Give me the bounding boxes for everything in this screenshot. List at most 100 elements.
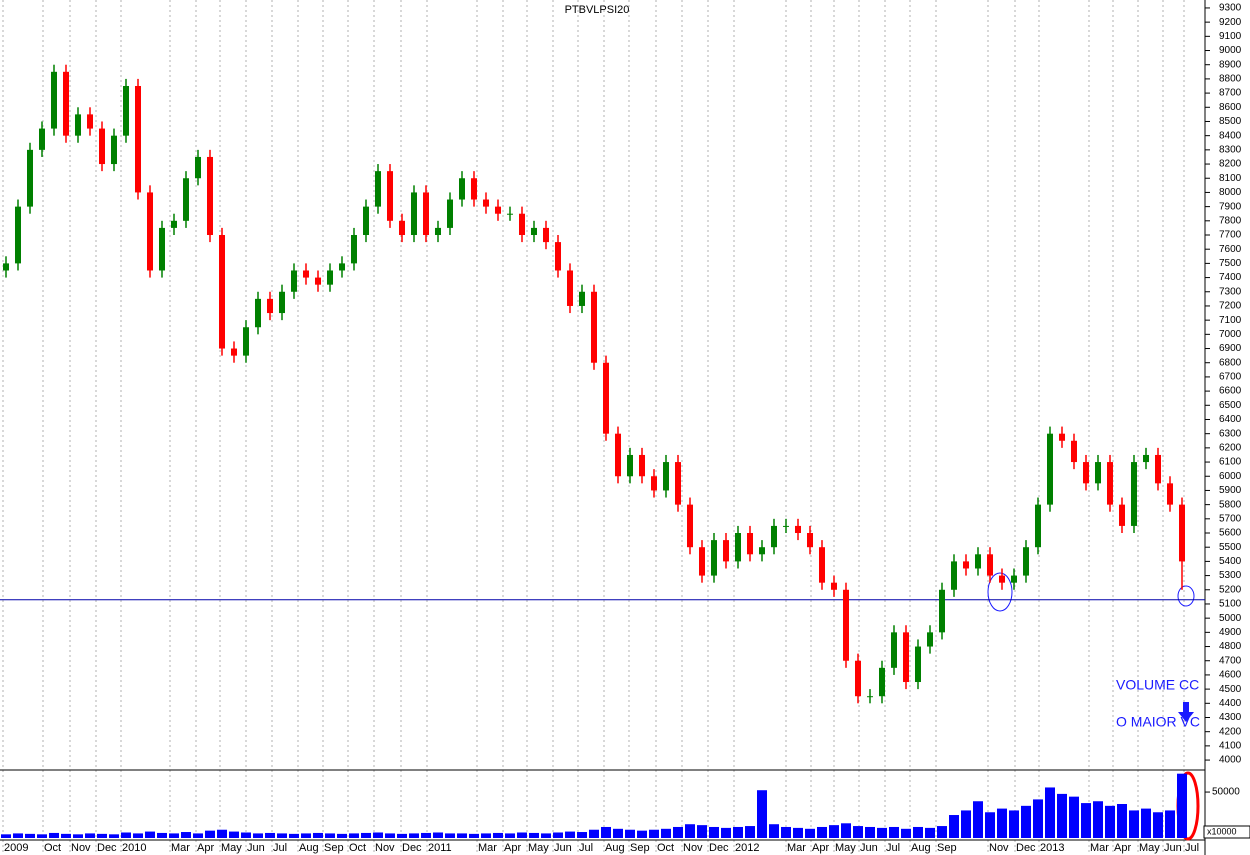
x-tick-label: Apr (504, 842, 521, 854)
volume-bar (541, 833, 551, 838)
candle-body (639, 454, 645, 477)
volume-bar (1105, 805, 1115, 838)
x-tick-label: Jun (1164, 842, 1182, 854)
candle-body (111, 135, 117, 165)
volume-bar (229, 831, 239, 838)
y-tick-label: 5900 (1219, 485, 1242, 496)
candle-body (339, 263, 345, 271)
volume-bar (781, 826, 791, 838)
x-tick-label: Mar (171, 842, 190, 854)
volume-bar (133, 833, 143, 838)
y-tick-label: 9100 (1219, 31, 1242, 42)
y-tick-label: 9300 (1219, 3, 1242, 14)
y-tick-label: 6500 (1219, 400, 1242, 411)
volume-bar (217, 829, 227, 838)
candle-body (999, 575, 1005, 583)
volume-bar (1117, 804, 1127, 838)
candle-body (147, 192, 153, 271)
candle-body (987, 554, 993, 576)
candle-body (135, 85, 141, 193)
volume-bar (373, 832, 383, 838)
x-tick-label: Dec (97, 842, 117, 854)
volume-bar (937, 826, 947, 838)
candle-body (795, 525, 801, 534)
volume-bar (61, 833, 71, 838)
y-tick-label: 5700 (1219, 513, 1242, 524)
candle-body (447, 199, 453, 228)
y-tick-label: 7000 (1219, 329, 1242, 340)
y-tick-label: 6200 (1219, 443, 1242, 454)
volume-bar (265, 832, 275, 838)
volume-bar (829, 825, 839, 838)
volume-bar (457, 833, 467, 838)
candle-body (723, 540, 729, 562)
candle-body (351, 235, 357, 264)
candle-body (423, 192, 429, 236)
volume-bar (1045, 787, 1055, 838)
volume-bar (529, 832, 539, 838)
unit-box (1203, 825, 1250, 839)
volume-bar (709, 826, 719, 838)
candle-body (783, 525, 789, 527)
y-tick-label: 9000 (1219, 45, 1242, 56)
volume-bar (13, 833, 23, 838)
candle-body (1023, 547, 1029, 576)
y-tick-label: 8400 (1219, 130, 1242, 141)
x-tick-label: May (835, 842, 856, 854)
candle-body (495, 206, 501, 214)
x-tick-label: Aug (605, 842, 625, 854)
y-tick-label: 4600 (1219, 670, 1242, 681)
y-tick-label: 9200 (1219, 17, 1242, 28)
y-tick-label: 7600 (1219, 244, 1242, 255)
x-tick-label: Apr (197, 842, 214, 854)
candle-body (207, 156, 213, 236)
volume-bar (433, 832, 443, 838)
volume-bar (841, 823, 851, 838)
x-tick-label: Jul (579, 842, 593, 854)
y-tick-label: 8300 (1219, 144, 1242, 155)
x-tick-label: Jun (554, 842, 572, 854)
candle-body (195, 156, 201, 179)
volume-bar (1009, 810, 1019, 838)
candle-body (99, 128, 105, 165)
volume-bar (901, 828, 911, 838)
volume-bar (1177, 773, 1187, 838)
candle-body (963, 561, 969, 569)
candle-body (327, 270, 333, 285)
y-tick-label: 7100 (1219, 315, 1242, 326)
candle-body (27, 149, 33, 207)
volume-bar (577, 832, 587, 838)
candle-body (399, 220, 405, 236)
candle-body (387, 171, 393, 221)
volume-bar (769, 824, 779, 838)
x-tick-label: 2013 (1040, 842, 1064, 854)
y-tick-label: 4500 (1219, 684, 1242, 695)
candle-body (699, 547, 705, 576)
candle-body (363, 206, 369, 236)
x-tick-label: Apr (1114, 842, 1131, 854)
volume-bar (277, 833, 287, 838)
volume-bar (121, 832, 131, 838)
volume-bar (1081, 803, 1091, 838)
candle-body (819, 547, 825, 583)
y-tick-label: 5800 (1219, 499, 1242, 510)
candle-body (483, 199, 489, 207)
volume-bar (685, 824, 695, 838)
volume-bar (397, 833, 407, 838)
candle-body (87, 114, 93, 129)
candle-body (1143, 454, 1149, 463)
y-tick-label: 8900 (1219, 59, 1242, 70)
x-tick-label: Aug (299, 842, 319, 854)
x-tick-label: May (1139, 842, 1160, 854)
candle-body (651, 476, 657, 491)
candle-body (747, 533, 753, 555)
x-tick-label: Oct (349, 842, 366, 854)
volume-bar (193, 833, 203, 838)
y-tick-label: 7800 (1219, 215, 1242, 226)
candle-body (603, 362, 609, 434)
candle-body (15, 206, 21, 264)
volume-bar (697, 825, 707, 838)
candle-body (159, 227, 165, 271)
annotation: VOLUME CC (1116, 677, 1199, 693)
